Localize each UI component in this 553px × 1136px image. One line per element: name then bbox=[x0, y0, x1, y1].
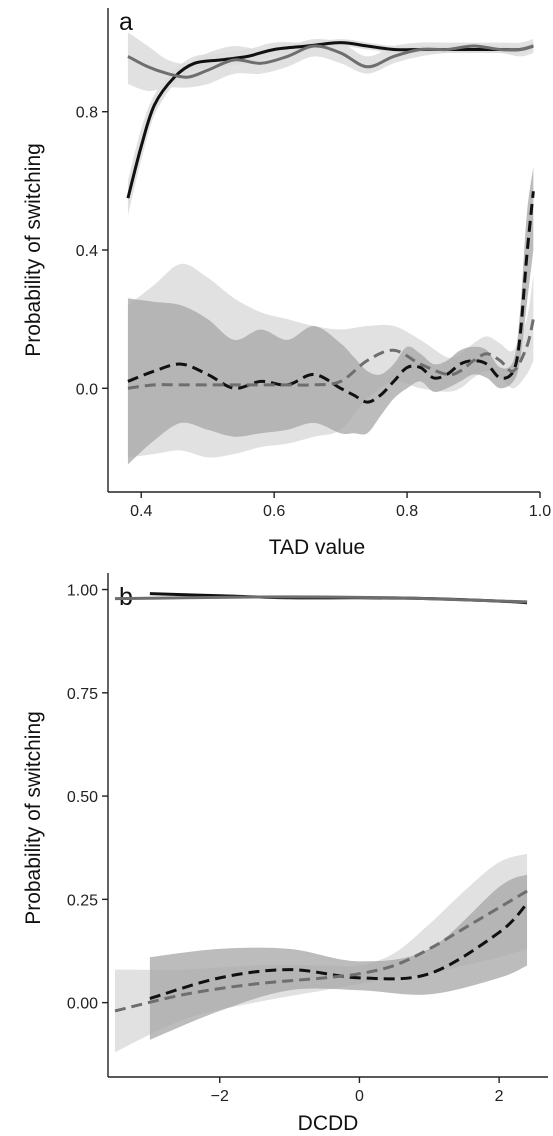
y-tick-label: 1.00 bbox=[67, 583, 98, 600]
x-tick-label: 0 bbox=[355, 1088, 364, 1105]
series-line-1-black-solid bbox=[126, 41, 534, 199]
confidence-bands bbox=[114, 853, 528, 1053]
confidence-band-series-3 bbox=[127, 167, 534, 465]
series-line-4-gray-dashed bbox=[114, 889, 528, 1013]
x-tick-label: 2 bbox=[495, 1088, 504, 1105]
panel-a: a TAD value Probability of switching 0.4… bbox=[22, 8, 551, 559]
y-tick-label: 0.8 bbox=[76, 105, 98, 122]
confidence-band-series-3 bbox=[149, 874, 528, 1040]
series-line-4-gray-dashed bbox=[127, 318, 535, 390]
panel-a-y-axis-title: Probability of switching bbox=[22, 143, 45, 357]
panel-a-x-axis-title: TAD value bbox=[269, 536, 365, 559]
x-tick-label: 0.8 bbox=[396, 503, 418, 520]
y-tick-label: 0.75 bbox=[67, 686, 98, 703]
y-tick-label: 0.50 bbox=[67, 789, 98, 806]
y-tick-label: 0.25 bbox=[67, 892, 98, 909]
panel-b: b DCDD Probability of switching −2 0 20.00… bbox=[22, 573, 548, 1135]
x-tick-label: −2 bbox=[211, 1088, 229, 1105]
y-tick-label: 0.4 bbox=[76, 243, 98, 260]
series-line-2-gray-solid bbox=[127, 44, 534, 79]
panel-b-x-axis-title: DCDD bbox=[298, 1112, 359, 1135]
y-tick-label: 0.0 bbox=[76, 381, 98, 398]
series-line-2-gray-solid bbox=[114, 595, 528, 604]
confidence-band-series-2 bbox=[127, 32, 534, 92]
confidence-bands bbox=[127, 32, 534, 465]
panel-b-y-axis-title: Probability of switching bbox=[22, 711, 45, 925]
series-line-3-black-dashed bbox=[127, 191, 535, 404]
x-tick-label: 1.0 bbox=[529, 503, 551, 520]
series-lines bbox=[114, 592, 529, 1013]
y-tick-label: 0.00 bbox=[67, 996, 98, 1013]
panel-a-label: a bbox=[119, 8, 133, 36]
series-line-3-black-dashed bbox=[149, 902, 529, 1000]
x-tick-label: 0.6 bbox=[263, 503, 285, 520]
x-tick-label: 0.4 bbox=[130, 503, 152, 520]
series-lines bbox=[126, 41, 535, 404]
